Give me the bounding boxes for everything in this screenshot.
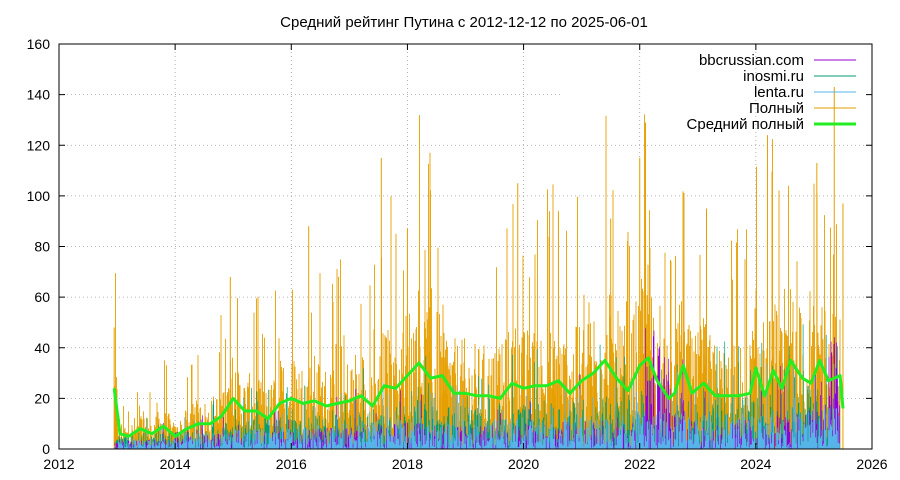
- legend-label: Полный: [749, 100, 804, 117]
- x-tick-label: 2026: [856, 456, 887, 472]
- line-srednii-polnyi: [112, 356, 845, 438]
- legend-label: Средний полный: [687, 116, 804, 133]
- average-line-series: [112, 356, 845, 438]
- y-tick-label: 80: [34, 239, 50, 255]
- y-tick-label: 100: [27, 188, 51, 204]
- legend-label: inosmi.ru: [743, 68, 804, 85]
- y-tick-label: 140: [27, 87, 51, 103]
- y-tick-label: 60: [34, 289, 50, 305]
- impulse-series: [113, 87, 844, 449]
- impulses-polnyi: [114, 114, 841, 449]
- x-tick-label: 2016: [276, 456, 307, 472]
- chart-title: Средний рейтинг Путина с 2012-12-12 по 2…: [280, 14, 648, 31]
- y-tick-label: 160: [27, 36, 51, 52]
- y-tick-label: 120: [27, 137, 51, 153]
- y-tick-label: 20: [34, 390, 50, 406]
- x-tick-label: 2018: [392, 456, 423, 472]
- legend-label: bbcrussian.com: [699, 52, 804, 69]
- x-tick-label: 2012: [43, 456, 74, 472]
- axis-ticks: 0 20 40 60 80 100 120 140 160 2012 2014 2016 2018 202…: [27, 36, 888, 472]
- legend-label: lenta.ru: [754, 84, 804, 101]
- impulses-lenta: [114, 363, 840, 449]
- x-tick-label: 2014: [160, 456, 191, 472]
- y-tick-label: 0: [42, 441, 50, 457]
- legend: bbcrussian.cominosmi.rulenta.ruПолныйСре…: [687, 52, 856, 133]
- x-tick-label: 2024: [740, 456, 771, 472]
- x-tick-label: 2022: [624, 456, 655, 472]
- y-tick-label: 40: [34, 340, 50, 356]
- x-tick-label: 2020: [508, 456, 539, 472]
